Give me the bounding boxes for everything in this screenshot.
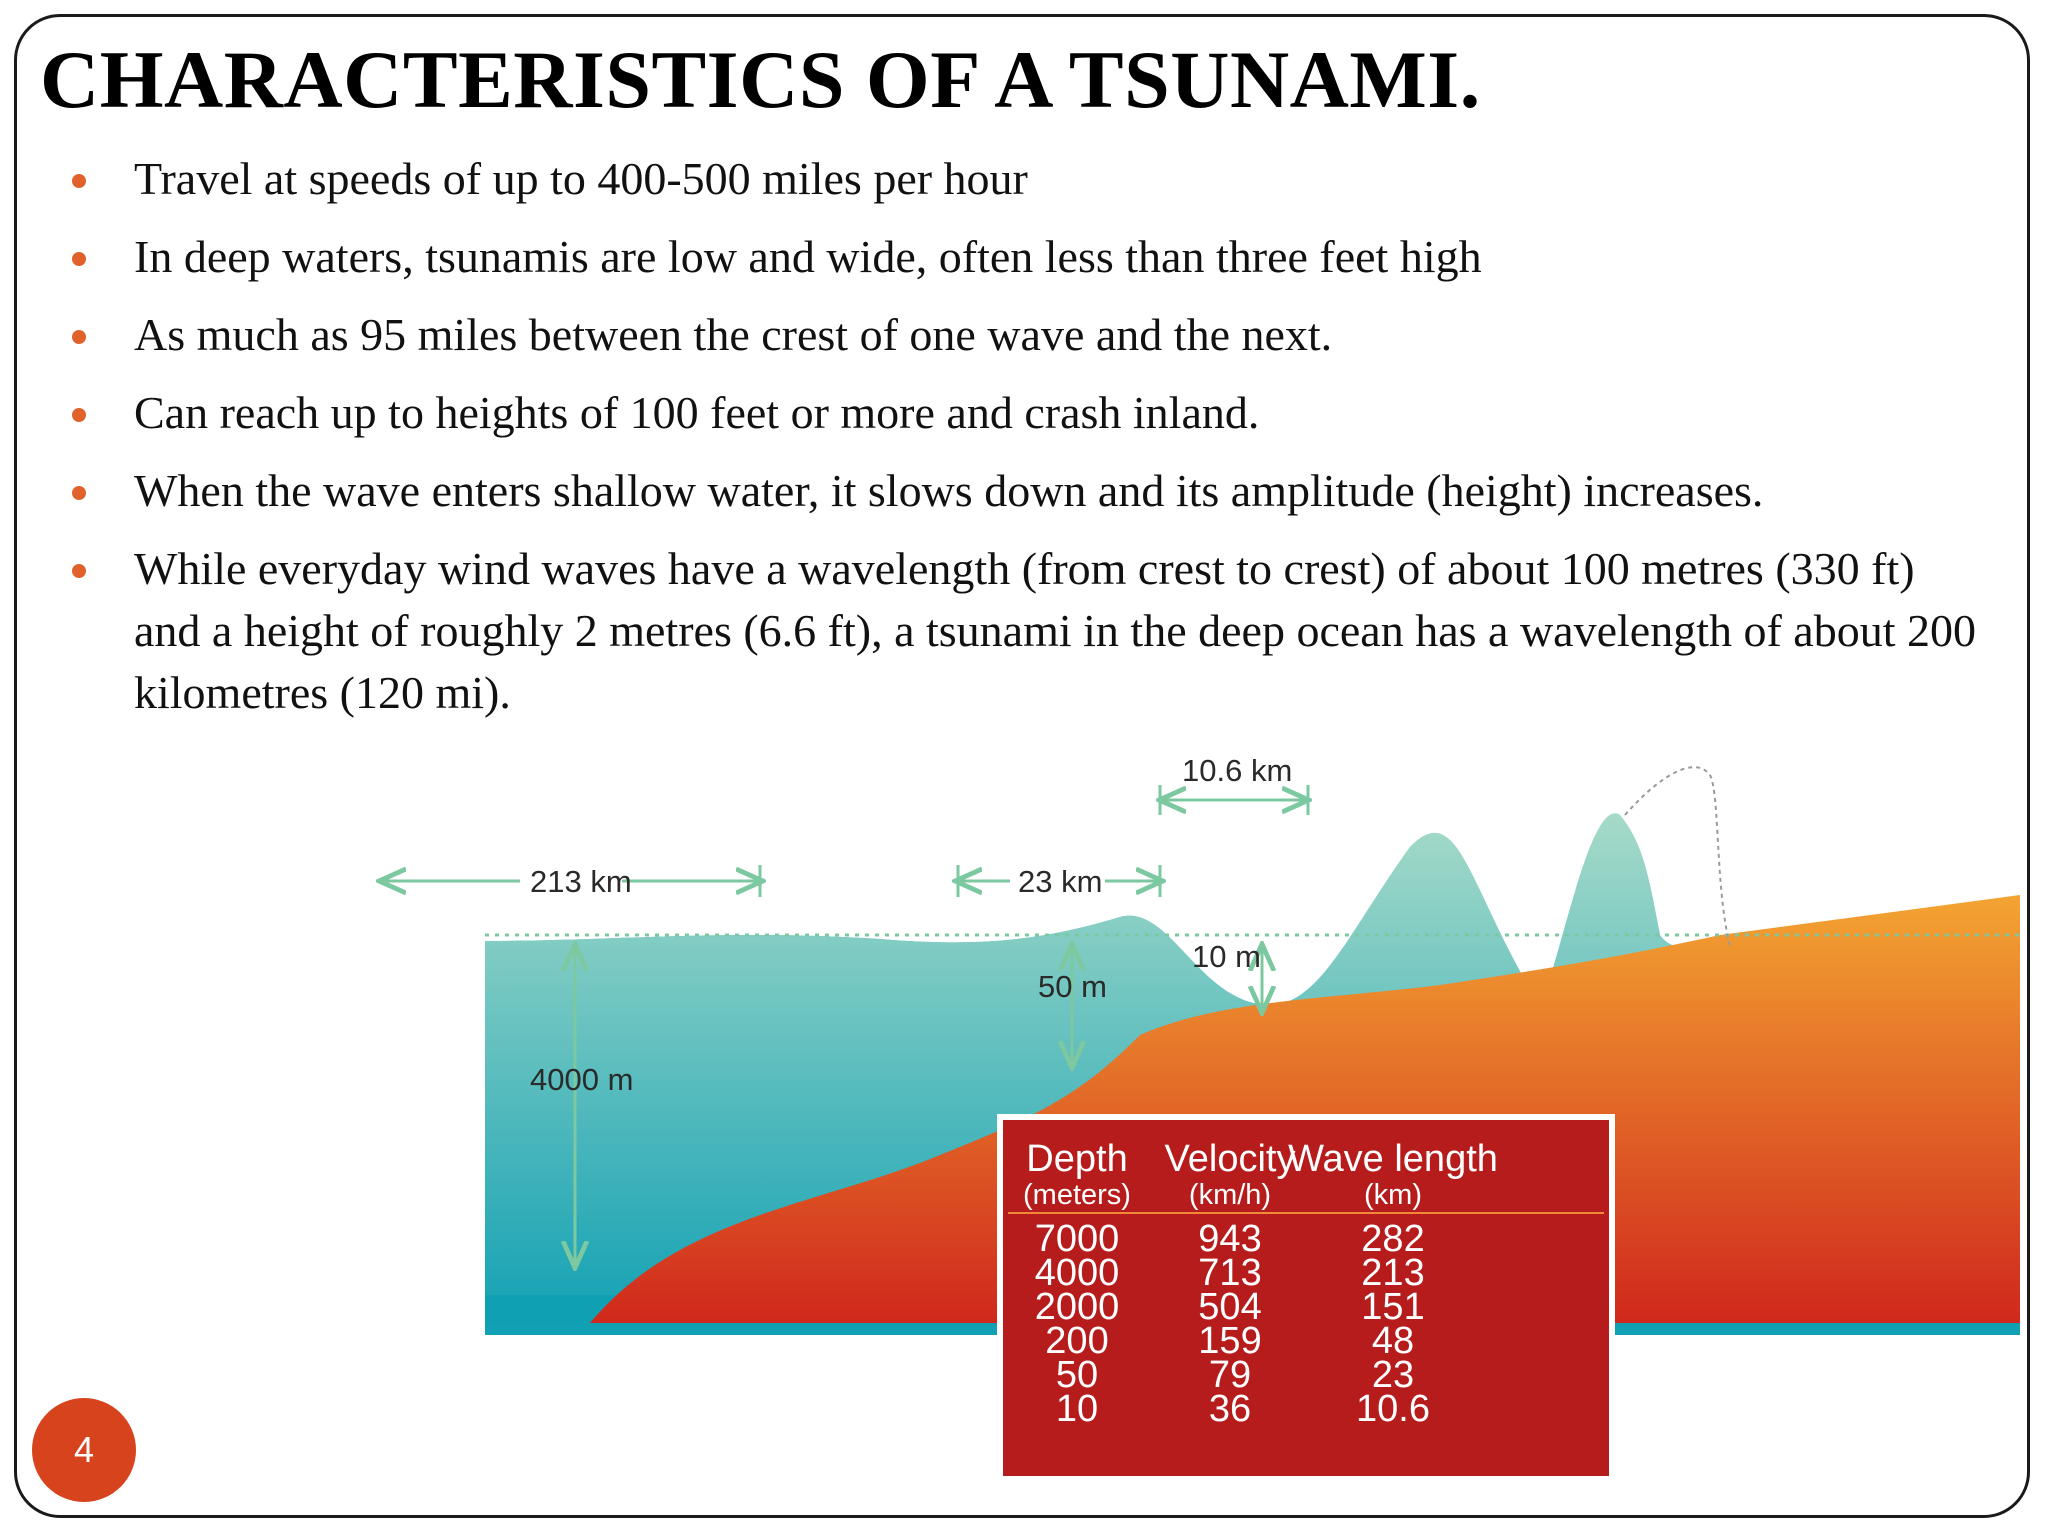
label-depth-mid: 50 m [1038, 969, 1107, 1004]
table-cell: 282 [1361, 1218, 1424, 1260]
table-cell: 7000 [1035, 1218, 1120, 1260]
table-unit: (meters) [1023, 1179, 1131, 1211]
bullet-item: Travel at speeds of up to 400-500 miles … [60, 148, 1980, 210]
table-cell: 50 [1056, 1354, 1098, 1396]
table-cell: 79 [1209, 1354, 1251, 1396]
tsunami-diagram: 213 km 23 km 10.6 km 4000 m 50 m 10 m De… [120, 735, 2030, 1510]
tsunami-diagram-svg: 213 km 23 km 10.6 km 4000 m 50 m 10 m De… [120, 753, 2020, 1482]
table-cell: 151 [1361, 1286, 1424, 1328]
slide-number-badge: 4 [32, 1398, 136, 1502]
table-unit: (km/h) [1189, 1179, 1271, 1211]
bullet-item: When the wave enters shallow water, it s… [60, 460, 1980, 522]
table-cell: 159 [1198, 1320, 1261, 1362]
table-header: Wave length [1288, 1138, 1498, 1180]
seafloor-area [590, 895, 2020, 1323]
table-cell: 200 [1045, 1320, 1108, 1362]
label-depth-deep: 4000 m [530, 1062, 633, 1097]
bullet-dot-icon [72, 564, 86, 578]
table-cell: 943 [1198, 1218, 1261, 1260]
table-cell: 10.6 [1356, 1388, 1430, 1430]
table-header: Depth [1026, 1138, 1127, 1180]
bullet-dot-icon [72, 486, 86, 500]
slide-number: 4 [73, 1429, 95, 1470]
bullet-dot-icon [72, 408, 86, 422]
bullet-dot-icon [72, 252, 86, 266]
bullet-list: Travel at speeds of up to 400-500 miles … [60, 148, 1980, 740]
label-wavelength-mid: 23 km [1018, 864, 1102, 899]
table-cell: 36 [1209, 1388, 1251, 1430]
label-wavelength-shallow: 10.6 km [1182, 753, 1292, 788]
bullet-item: While everyday wind waves have a wavelen… [60, 538, 1980, 724]
bullet-text: When the wave enters shallow water, it s… [134, 465, 1764, 516]
bullet-dot-icon [72, 174, 86, 188]
bullet-dot-icon [72, 330, 86, 344]
table-cell: 213 [1361, 1252, 1424, 1294]
table-cell: 48 [1372, 1320, 1414, 1362]
speed-table: Depth Velocity Wave length (meters) (km/… [997, 1114, 1615, 1482]
table-cell: 4000 [1035, 1252, 1120, 1294]
label-wavelength-deep: 213 km [530, 864, 632, 899]
table-cell: 2000 [1035, 1286, 1120, 1328]
bullet-item: Can reach up to heights of 100 feet or m… [60, 382, 1980, 444]
bullet-text: Travel at speeds of up to 400-500 miles … [134, 153, 1028, 204]
bullet-text: Can reach up to heights of 100 feet or m… [134, 387, 1260, 438]
label-depth-shallow: 10 m [1192, 939, 1261, 974]
table-cell: 713 [1198, 1252, 1261, 1294]
bullet-text: While everyday wind waves have a wavelen… [134, 543, 1976, 718]
bullet-text: In deep waters, tsunamis are low and wid… [134, 231, 1482, 282]
slide-title: CHARACTERISTICS OF A TSUNAMI. [40, 34, 1481, 125]
table-cell: 504 [1198, 1286, 1261, 1328]
breaking-wave-outline [1624, 766, 1731, 948]
bullet-item: As much as 95 miles between the crest of… [60, 304, 1980, 366]
table-background [997, 1114, 1615, 1482]
bullet-text: As much as 95 miles between the crest of… [134, 309, 1333, 360]
table-cell: 10 [1056, 1388, 1098, 1430]
table-header: Velocity [1165, 1138, 1296, 1180]
bullet-item: In deep waters, tsunamis are low and wid… [60, 226, 1980, 288]
table-unit: (km) [1364, 1179, 1422, 1211]
table-cell: 23 [1372, 1354, 1414, 1396]
